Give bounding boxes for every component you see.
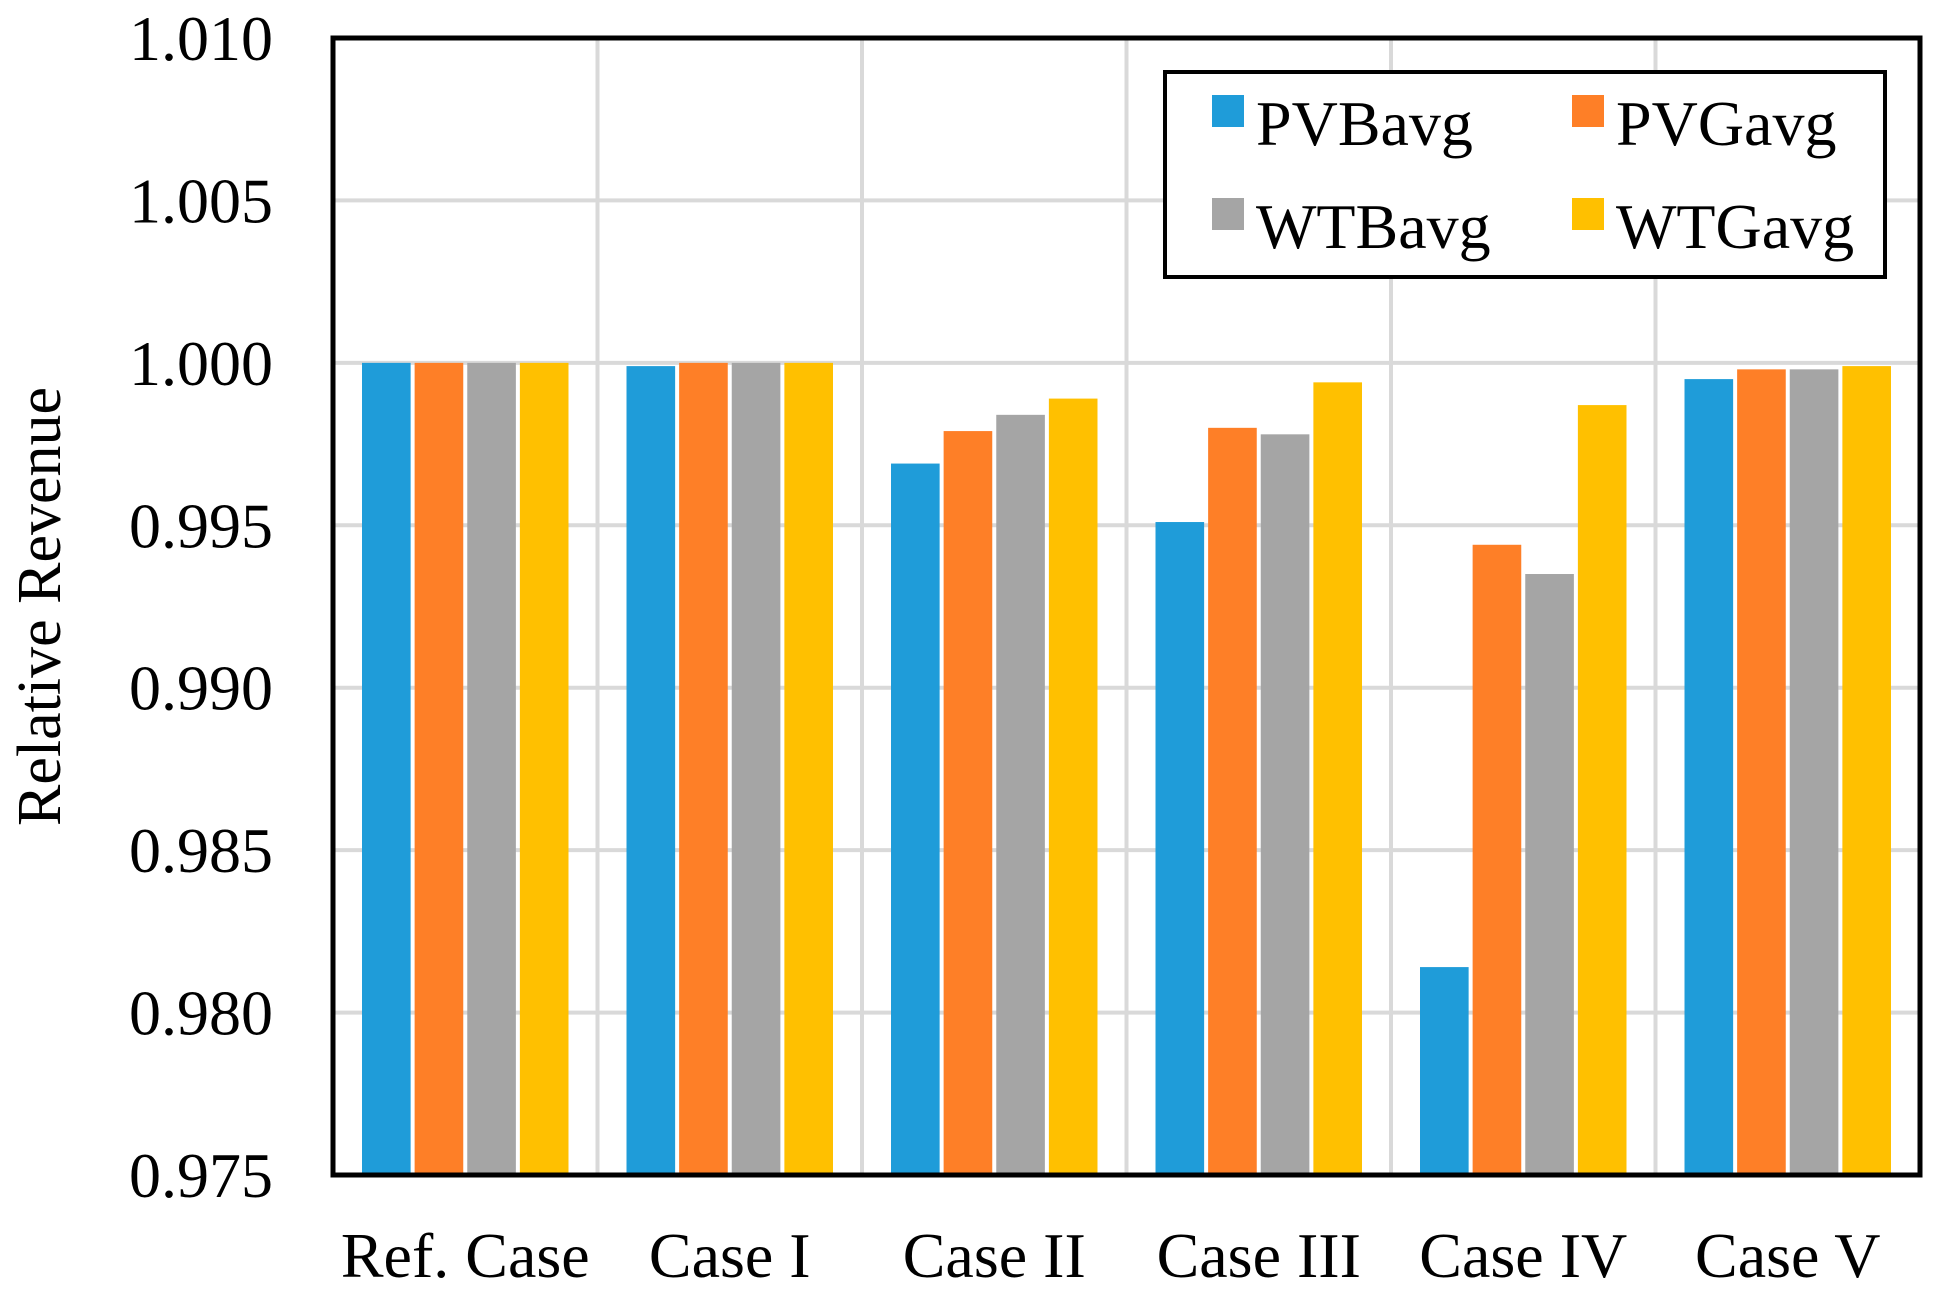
x-category-label: Case II: [903, 1220, 1086, 1291]
legend-label-PVBavg: PVBavg: [1256, 88, 1473, 159]
legend-swatch-PVBavg: [1212, 95, 1244, 127]
bar-PVBavg-0: [362, 362, 411, 1175]
bar-WTBavg-5: [1789, 369, 1839, 1176]
y-tick-label: 0.985: [129, 815, 273, 886]
bar-WTGavg-2: [1048, 398, 1098, 1175]
bar-WTGavg-4: [1577, 405, 1627, 1175]
y-tick-label: 1.000: [129, 328, 273, 399]
y-tick-label: 1.005: [129, 165, 273, 236]
y-tick-label: 0.980: [129, 978, 273, 1049]
bars-layer: [362, 362, 1891, 1176]
bar-WTBavg-2: [996, 414, 1045, 1175]
legend-label-WTGavg: WTGavg: [1616, 191, 1854, 262]
y-axis-title: Relative Revenue: [6, 387, 74, 826]
legend-label-PVGavg: PVGavg: [1616, 88, 1836, 159]
legend-swatch-PVGavg: [1572, 95, 1604, 127]
x-category-label: Ref. Case: [341, 1220, 590, 1291]
plot-frame: [330, 35, 1923, 1178]
bar-PVBavg-1: [626, 366, 676, 1175]
bar-PVBavg-2: [891, 463, 940, 1175]
legend-swatch-WTBavg: [1212, 198, 1244, 230]
bar-PVGavg-1: [679, 362, 728, 1175]
bar-WTGavg-3: [1313, 382, 1362, 1175]
y-axis-ticks: 0.975 0.980 0.985 0.990 0.995 1.000 1.005 1.010: [129, 3, 273, 1211]
legend-swatch-WTGavg: [1572, 198, 1604, 230]
bar-WTBavg-3: [1260, 434, 1310, 1176]
x-category-label: Case IV: [1419, 1220, 1627, 1291]
x-axis-categories: Ref. Case Case I Case II Case III Case IV Cas…: [341, 1220, 1881, 1291]
bar-PVGavg-5: [1737, 369, 1786, 1176]
bar-WTBavg-1: [731, 362, 781, 1175]
bar-WTBavg-4: [1525, 574, 1574, 1175]
bar-PVGavg-4: [1472, 544, 1522, 1175]
y-tick-label: 0.995: [129, 490, 273, 561]
legend-items: PVBavg PVGavg WTBavg WTGavg: [1212, 88, 1854, 262]
y-tick-label: 0.990: [129, 653, 273, 724]
bar-PVGavg-3: [1208, 427, 1257, 1175]
x-category-label: Case I: [649, 1220, 811, 1291]
y-tick-label: 0.975: [129, 1140, 273, 1211]
bar-WTGavg-1: [784, 362, 833, 1175]
bar-PVBavg-4: [1420, 967, 1469, 1175]
y-tick-label: 1.010: [129, 3, 273, 74]
legend: PVBavg PVGavg WTBavg WTGavg: [1163, 70, 1887, 279]
x-category-label: Case V: [1695, 1220, 1880, 1291]
bar-WTGavg-0: [519, 362, 569, 1175]
bar-WTGavg-5: [1842, 366, 1891, 1175]
legend-box: [1163, 70, 1887, 279]
bar-WTBavg-0: [467, 362, 516, 1175]
bar-PVGavg-2: [943, 431, 993, 1175]
bar-PVGavg-0: [414, 362, 464, 1175]
legend-label-WTBavg: WTBavg: [1256, 191, 1491, 262]
x-category-label: Case III: [1157, 1220, 1361, 1291]
bar-PVBavg-5: [1684, 379, 1734, 1176]
bar-PVBavg-3: [1155, 522, 1205, 1175]
